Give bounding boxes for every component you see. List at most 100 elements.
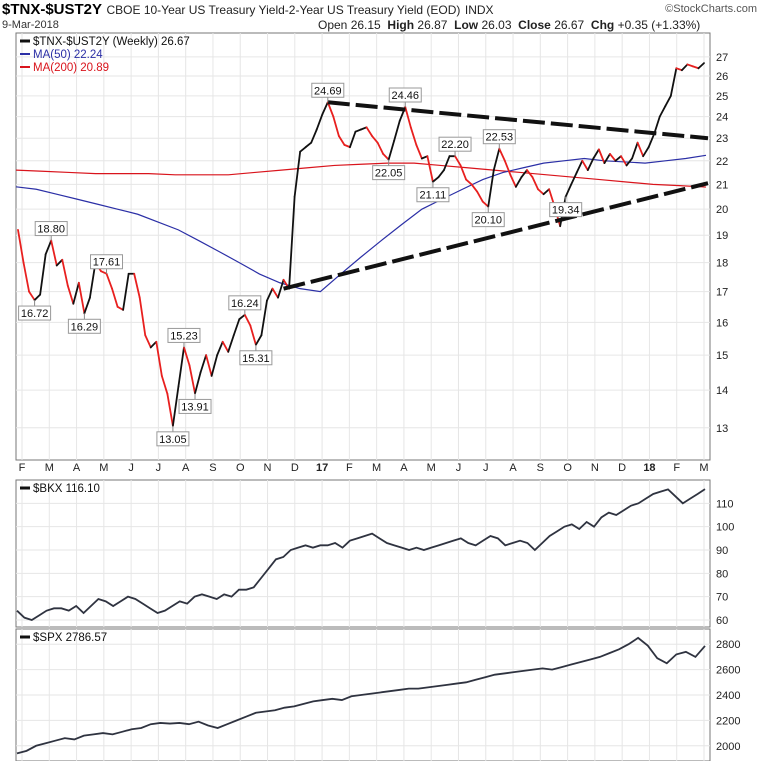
pivot-label-box [228,295,262,311]
price-segment [675,67,683,72]
pivot-label-box [34,221,68,237]
bkx-y-tick-label: 100 [716,522,734,534]
price-segment [614,155,622,162]
x-tick-label: 18 [643,462,655,474]
main-y-tick-label: 19 [716,230,728,242]
price-segment [166,392,174,427]
high-value: 26.87 [417,18,448,32]
price-segment [642,146,650,158]
x-tick-label: M [372,462,381,474]
x-tick-label: F [19,462,26,474]
chart-header-line1: $TNX-$UST2Y CBOE 10-Year US Treasury Yie… [2,1,494,19]
pivot-label: 16.24 [231,298,259,310]
symbol-title: $TNX-$UST2Y [2,1,103,18]
pivot-label-box [67,318,101,334]
pivot-label-box [372,165,406,181]
price-segment [266,287,274,302]
x-tick-label: O [236,462,245,474]
price-segment [216,340,224,357]
bkx-y-tick-label: 110 [716,498,734,510]
price-segment [454,155,462,167]
x-tick-label: O [563,462,572,474]
ma200-line [15,162,707,188]
price-segment [415,143,423,160]
close-label: Close [518,18,551,32]
pivot-label-box [156,431,190,447]
price-segment [22,261,30,293]
price-segment [315,113,324,131]
x-tick-label: D [291,462,299,474]
main-y-tick-label: 23 [716,133,728,145]
x-tick-label: 17 [316,462,328,474]
x-tick-label: N [264,462,272,474]
price-segment [50,239,58,267]
brand-watermark[interactable]: ©StockCharts.com [665,3,757,15]
price-segment [249,324,257,346]
pivot-label-box [388,87,422,103]
price-segment [570,171,578,186]
price-segment [194,371,202,395]
price-segment [509,173,517,188]
price-segment [498,147,506,162]
price-segment [105,272,113,290]
price-segment [55,258,64,267]
price-segment [100,270,108,275]
pivot-label: 22.53 [486,132,514,144]
legend-label: MA(200) 20.89 [33,62,109,74]
price-segment [310,128,318,144]
price-segment [465,178,473,186]
open-value: 26.15 [350,18,381,32]
pivot-label: 16.72 [21,308,49,320]
pivot-label: 17.61 [93,257,121,269]
price-segment [61,258,69,287]
spx-y-tick-label: 2800 [716,639,740,651]
price-segment [349,130,357,149]
price-segment [680,63,689,72]
x-tick-label: M [699,462,708,474]
pivot-label-box [178,398,212,414]
main-y-tick-label: 14 [716,385,728,397]
x-tick-label: D [618,462,626,474]
pivot-label: 15.31 [242,353,270,365]
price-segment [354,128,362,133]
main-y-tick-label: 26 [716,71,728,83]
price-segment [188,364,196,395]
price-segment [575,159,584,174]
x-tick-label: A [400,462,408,474]
pivot-label: 20.10 [474,215,502,227]
bkx-legend-label: $BKX 116.10 [33,483,100,495]
spx-legend-label: $SPX 2786.57 [33,632,107,644]
pivot-label-box [482,129,516,145]
x-tick-label: M [99,462,108,474]
bkx-y-tick-label: 60 [716,615,728,627]
price-segment [360,126,368,131]
price-segment [603,153,611,165]
price-segment [177,346,185,388]
pivot-label: 16.29 [71,321,99,333]
x-tick-label: A [182,462,190,474]
main-panel-frame [15,32,711,461]
main-y-tick-label: 25 [716,91,728,103]
main-y-tick-label: 27 [716,52,728,64]
price-segment [481,200,490,208]
pivot-label-box [18,305,52,321]
x-tick-label: J [156,462,162,474]
x-tick-label: N [591,462,599,474]
pivot-label-box [416,187,450,203]
ma50-line [15,154,707,293]
price-segment [515,176,523,188]
price-segment [337,135,346,146]
low-label: Low [454,18,479,32]
price-segment [199,354,207,374]
price-segment [526,169,534,179]
pivot-label-box [549,202,583,218]
x-tick-label: S [537,462,544,474]
price-segment [647,132,656,149]
main-y-tick-label: 17 [716,287,728,299]
bkx-panel-frame [15,479,711,628]
x-tick-label: M [45,462,54,474]
price-segment [321,101,329,116]
x-tick-label: J [483,462,489,474]
price-segment [592,148,600,160]
